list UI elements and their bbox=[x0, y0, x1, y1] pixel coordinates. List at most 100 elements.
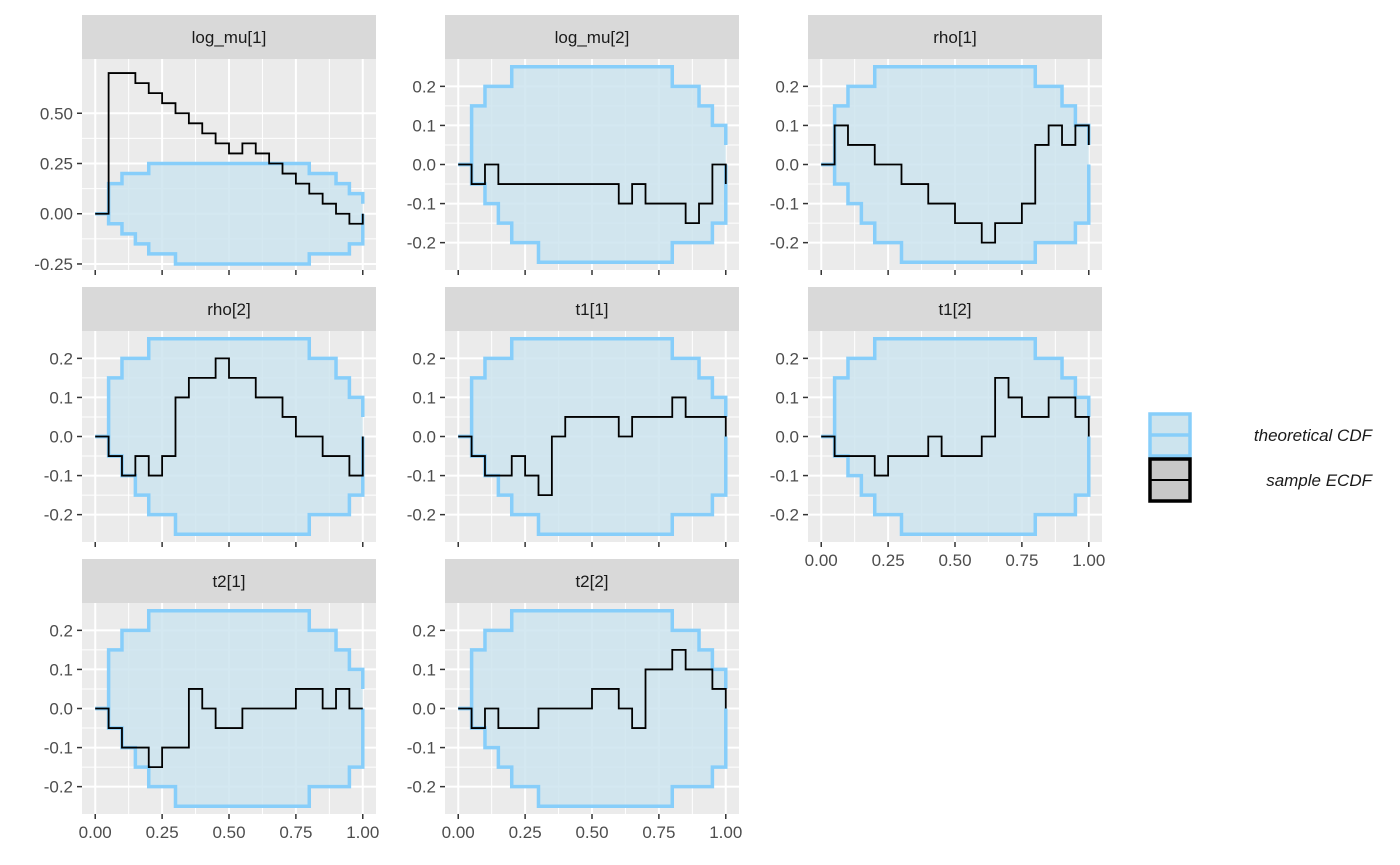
facet-strip bbox=[445, 287, 739, 331]
sample-ecdf-line bbox=[821, 376, 1090, 477]
x-tick-label: 0.25 bbox=[509, 823, 542, 842]
y-tick-label: -0.2 bbox=[44, 506, 73, 525]
y-tick-label: 0.0 bbox=[49, 700, 73, 719]
y-tick-label: 0.0 bbox=[775, 428, 799, 447]
facet-strip bbox=[445, 559, 739, 603]
x-tick-label: 0.50 bbox=[938, 551, 971, 570]
facet-title: t2[1] bbox=[212, 572, 245, 591]
y-tick-label: 0.50 bbox=[40, 104, 73, 123]
x-tick-label: 0.25 bbox=[146, 823, 179, 842]
y-tick-label: 0.0 bbox=[49, 428, 73, 447]
y-tick-label: 0.2 bbox=[49, 349, 73, 368]
band-lower-line bbox=[821, 162, 1091, 264]
y-tick-label: -0.1 bbox=[407, 467, 436, 486]
band-upper-line bbox=[458, 65, 728, 167]
y-tick-label: 0.2 bbox=[49, 621, 73, 640]
sample-ecdf-line bbox=[458, 396, 727, 497]
facet-title: rho[2] bbox=[207, 300, 250, 319]
band-upper-line bbox=[95, 161, 365, 216]
confidence-band bbox=[458, 66, 726, 263]
facet-panel: log_mu[2] -0.2 -0.1 0.0 0.1 0.2 bbox=[407, 15, 739, 275]
legend-label-band: theoretical CDF bbox=[1254, 426, 1374, 445]
x-tick-label: 1.00 bbox=[1072, 551, 1105, 570]
y-tick-label: 0.2 bbox=[412, 621, 436, 640]
y-tick-label: 0.1 bbox=[775, 388, 799, 407]
x-tick-label: 0.75 bbox=[1005, 551, 1038, 570]
x-tick-label: 0.00 bbox=[79, 823, 112, 842]
y-tick-label: 0.00 bbox=[40, 205, 73, 224]
band-lower-line bbox=[458, 162, 728, 264]
x-tick-label: 0.00 bbox=[442, 823, 475, 842]
y-tick-label: 0.2 bbox=[775, 77, 799, 96]
facet-strip bbox=[82, 15, 376, 59]
band-upper-line bbox=[95, 337, 365, 439]
facet-title: t1[1] bbox=[575, 300, 608, 319]
facet-title: log_mu[1] bbox=[192, 28, 267, 47]
confidence-band bbox=[458, 338, 726, 535]
facet-panel: t1[2] -0.2 -0.1 0.0 0.1 0.2 0.00 0.25 0.50 0.75 1.… bbox=[770, 287, 1105, 570]
x-tick-label: 1.00 bbox=[346, 823, 379, 842]
facet-title: rho[1] bbox=[933, 28, 976, 47]
y-tick-label: 0.1 bbox=[49, 660, 73, 679]
y-tick-label: 0.0 bbox=[412, 700, 436, 719]
x-tick-label: 0.00 bbox=[805, 551, 838, 570]
sample-ecdf-line bbox=[821, 124, 1090, 244]
facet-strip bbox=[445, 15, 739, 59]
y-tick-label: -0.1 bbox=[770, 195, 799, 214]
y-tick-label: 0.1 bbox=[412, 660, 436, 679]
facet-title: t1[2] bbox=[938, 300, 971, 319]
facet-title: log_mu[2] bbox=[555, 28, 630, 47]
y-tick-label: -0.1 bbox=[407, 739, 436, 758]
sample-ecdf-line bbox=[95, 688, 363, 769]
x-tick-label: 0.50 bbox=[212, 823, 245, 842]
x-tick-label: 0.50 bbox=[575, 823, 608, 842]
facet-panel: log_mu[1] -0.25 0.00 0.25 0.50 bbox=[34, 15, 376, 275]
confidence-band bbox=[95, 338, 363, 535]
y-tick-label: 0.0 bbox=[775, 156, 799, 175]
y-tick-label: 0.25 bbox=[40, 154, 73, 173]
y-tick-label: -0.1 bbox=[407, 195, 436, 214]
facet-strip bbox=[82, 287, 376, 331]
y-tick-label: 0.1 bbox=[412, 388, 436, 407]
facet-strip bbox=[82, 559, 376, 603]
y-tick-label: 0.2 bbox=[412, 77, 436, 96]
band-lower-line bbox=[458, 706, 728, 808]
facet-panel: rho[1] -0.2 -0.1 0.0 0.1 0.2 bbox=[770, 15, 1102, 275]
y-tick-label: -0.2 bbox=[770, 234, 799, 253]
band-upper-line bbox=[821, 65, 1091, 167]
y-tick-label: -0.2 bbox=[770, 506, 799, 525]
sample-ecdf-line bbox=[458, 648, 727, 729]
facet-panel: t2[2] -0.2 -0.1 0.0 0.1 0.2 0.00 0.25 0.50 0.75 1.… bbox=[407, 559, 742, 842]
x-tick-label: 0.25 bbox=[872, 551, 905, 570]
band-upper-line bbox=[458, 609, 728, 711]
y-tick-label: -0.25 bbox=[34, 255, 73, 274]
y-tick-label: 0.0 bbox=[412, 428, 436, 447]
y-tick-label: -0.2 bbox=[407, 506, 436, 525]
facet-panel: rho[2] -0.2 -0.1 0.0 0.1 0.2 bbox=[44, 287, 376, 547]
facet-strip bbox=[808, 15, 1102, 59]
y-tick-label: 0.1 bbox=[775, 116, 799, 135]
facet-panel: t1[1] -0.2 -0.1 0.0 0.1 0.2 bbox=[407, 287, 739, 547]
y-tick-label: -0.2 bbox=[407, 778, 436, 797]
y-tick-label: 0.1 bbox=[412, 116, 436, 135]
band-lower-line bbox=[821, 434, 1091, 536]
x-tick-label: 1.00 bbox=[709, 823, 742, 842]
y-tick-label: -0.1 bbox=[44, 467, 73, 486]
facet-strip bbox=[808, 287, 1102, 331]
legend: theoretical CDF sample ECDF bbox=[1148, 412, 1374, 503]
sample-ecdf-line bbox=[95, 357, 364, 477]
confidence-band bbox=[95, 163, 363, 264]
band-lower-line bbox=[95, 211, 365, 266]
y-tick-label: 0.0 bbox=[412, 156, 436, 175]
y-tick-label: -0.2 bbox=[407, 234, 436, 253]
y-tick-label: 0.2 bbox=[412, 349, 436, 368]
y-tick-label: -0.2 bbox=[44, 778, 73, 797]
y-tick-label: 0.2 bbox=[775, 349, 799, 368]
x-tick-label: 0.75 bbox=[642, 823, 675, 842]
facet-panel: t2[1] -0.2 -0.1 0.0 0.1 0.2 0.00 0.25 0.50 0.75 1.… bbox=[44, 559, 379, 842]
x-tick-label: 0.75 bbox=[279, 823, 312, 842]
y-tick-label: -0.1 bbox=[44, 739, 73, 758]
band-upper-line bbox=[821, 337, 1091, 439]
y-tick-label: 0.1 bbox=[49, 388, 73, 407]
